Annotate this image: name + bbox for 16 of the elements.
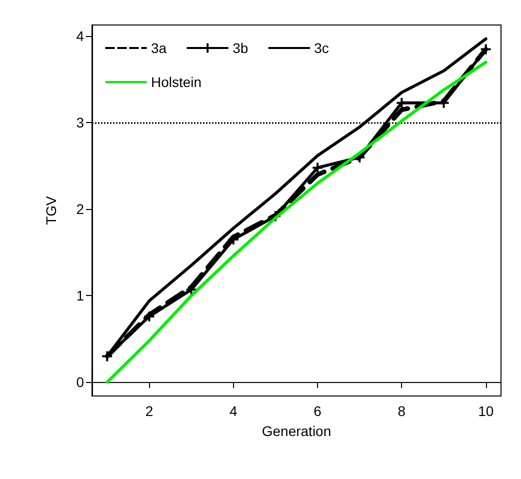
legend-label: 3b (232, 40, 248, 56)
x-axis-title: Generation (262, 423, 332, 439)
x-tick-label: 2 (145, 403, 154, 419)
y-tick-label: 2 (76, 201, 84, 218)
y-tick-label: 1 (76, 288, 84, 304)
legend-label: 3c (314, 40, 329, 56)
x-tick-label: 4 (229, 403, 238, 419)
x-tick-label: 10 (478, 403, 494, 419)
y-tick-label: 0 (76, 374, 84, 390)
y-tick-label: 4 (76, 28, 84, 44)
x-tick-label: 8 (398, 403, 406, 419)
legend-label: Holstein (151, 74, 202, 90)
y-tick-label: 3 (76, 114, 84, 131)
legend-label: 3a (151, 40, 167, 56)
x-tick-label: 6 (314, 403, 322, 419)
y-axis-title: TGV (43, 195, 59, 225)
